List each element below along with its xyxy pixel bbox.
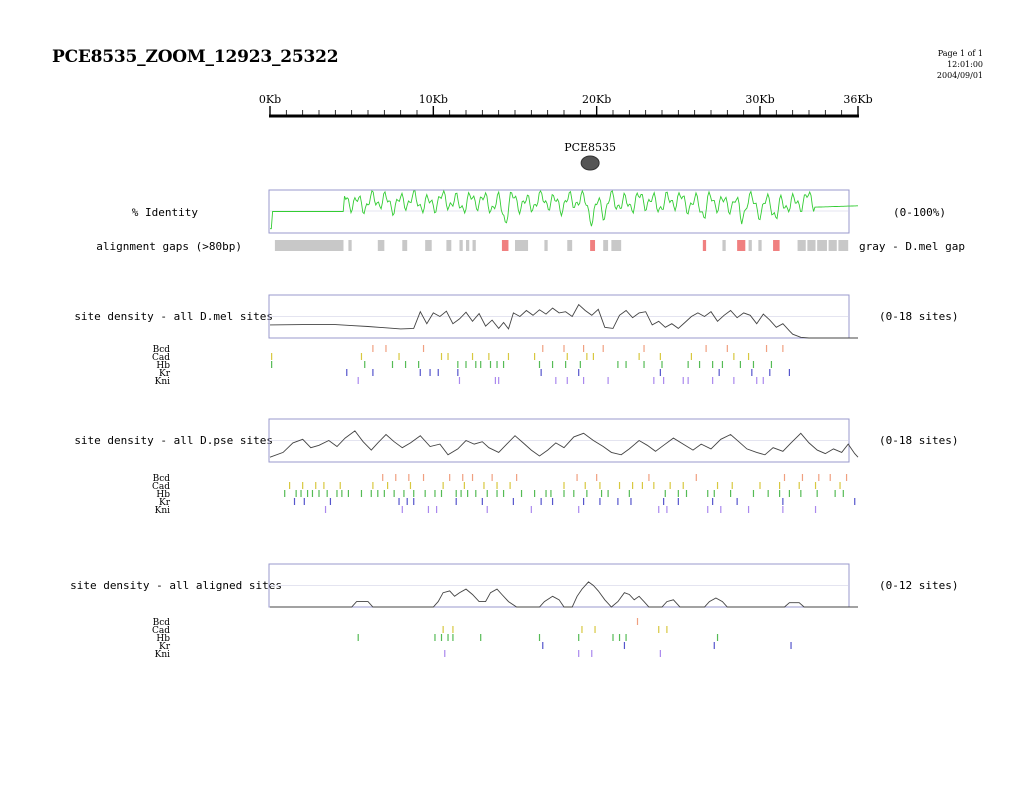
gap-segment-dpse — [773, 240, 780, 251]
alignment-gaps-track — [274, 240, 849, 251]
gap-segment-dpse — [501, 240, 509, 251]
gaps-label: alignment gaps (>80bp) — [96, 240, 242, 253]
gap-segment-dmel — [817, 240, 827, 251]
gap-segment-dmel — [377, 240, 385, 251]
ruler-label: 20Kb — [582, 93, 611, 106]
panel-range-label: (0-18 sites) — [879, 434, 958, 447]
page-title: PCE8535_ZOOM_12923_25322 — [52, 47, 339, 67]
gap-segment-dmel — [402, 240, 408, 251]
print-date: 2004/09/01 — [936, 71, 983, 80]
density-line — [270, 581, 858, 608]
element-marker — [580, 155, 600, 171]
panel-title: site density - all D.pse sites — [74, 434, 273, 447]
print-time: 12:01:00 — [947, 60, 983, 69]
factor-label: Hb — [156, 490, 170, 500]
gap-segment-dmel — [611, 240, 622, 251]
gap-segment-dmel — [466, 240, 470, 251]
factor-label: Kr — [159, 369, 171, 379]
gap-segment-dmel — [515, 240, 529, 251]
gap-segment-dmel — [459, 240, 463, 251]
factor-label: Cad — [152, 353, 170, 363]
factor-label: Kr — [159, 498, 171, 508]
gap-segment-dmel — [425, 240, 432, 251]
factor-label: Cad — [152, 482, 170, 492]
density-panel: site density - all aligned sites (0-12 si… — [70, 563, 958, 660]
ruler-label: 30Kb — [745, 93, 774, 106]
panel-title: site density - all D.mel sites — [74, 310, 273, 323]
density-panel: site density - all D.mel sites (0-18 site… — [74, 294, 958, 387]
factor-label: Bcd — [153, 618, 171, 628]
identity-range-label: (0-100%) — [893, 206, 946, 219]
gap-segment-dmel — [544, 240, 548, 251]
identity-line — [270, 189, 858, 230]
factor-label: Cad — [152, 626, 170, 636]
gap-segment-dmel — [838, 240, 849, 251]
gap-segment-dmel — [748, 240, 752, 251]
ruler-label: 36Kb — [843, 93, 872, 106]
panel-frame — [268, 294, 850, 339]
panel-frame — [268, 418, 850, 463]
gap-segment-dmel — [446, 240, 452, 251]
gap-segment-dmel — [348, 240, 352, 251]
gap-segment-dmel — [472, 240, 476, 251]
factor-label: Kni — [155, 650, 171, 660]
gap-segment-dmel — [797, 240, 806, 251]
density-panel: site density - all D.pse sites (0-18 site… — [74, 418, 958, 516]
gap-segment-dpse — [737, 240, 746, 251]
element-label: PCE8535 — [564, 141, 616, 154]
page-meta: Page 1 of 1 12:01:00 2004/09/01 — [937, 48, 983, 81]
gap-segment-dmel — [758, 240, 762, 251]
gap-segment-dmel — [722, 240, 726, 251]
factor-label: Kni — [155, 377, 171, 387]
density-line — [269, 303, 858, 339]
ruler-label: 0Kb — [259, 93, 281, 106]
factor-label: Kni — [155, 506, 171, 516]
gap-segment-dmel — [603, 240, 609, 251]
density-panels: site density - all D.mel sites (0-18 site… — [70, 294, 958, 660]
identity-frame — [268, 189, 850, 234]
panel-frame — [268, 563, 850, 608]
factor-label: Bcd — [153, 345, 171, 355]
ruler-label: 10Kb — [419, 93, 448, 106]
factor-label: Hb — [156, 634, 170, 644]
gap-segment-dmel — [274, 240, 344, 251]
panel-range-label: (0-12 sites) — [879, 579, 958, 592]
factor-label: Bcd — [153, 474, 171, 484]
gap-segment-dmel — [828, 240, 837, 251]
gap-segment-dmel — [807, 240, 816, 251]
page-number: Page 1 of 1 — [937, 49, 983, 58]
kb-ruler: 0Kb 10Kb 20Kb 30Kb 36Kb — [259, 93, 873, 118]
gap-segment-dpse — [590, 240, 596, 251]
factor-label: Hb — [156, 361, 170, 371]
density-line — [269, 430, 859, 458]
gaps-legend-note: gray - D.mel gap — [859, 240, 965, 253]
gap-segment-dpse — [702, 240, 707, 251]
panel-range-label: (0-18 sites) — [879, 310, 958, 323]
panel-title: site density - all aligned sites — [70, 579, 282, 592]
factor-label: Kr — [159, 642, 171, 652]
gap-segment-dmel — [567, 240, 573, 251]
identity-label: % Identity — [132, 206, 199, 219]
